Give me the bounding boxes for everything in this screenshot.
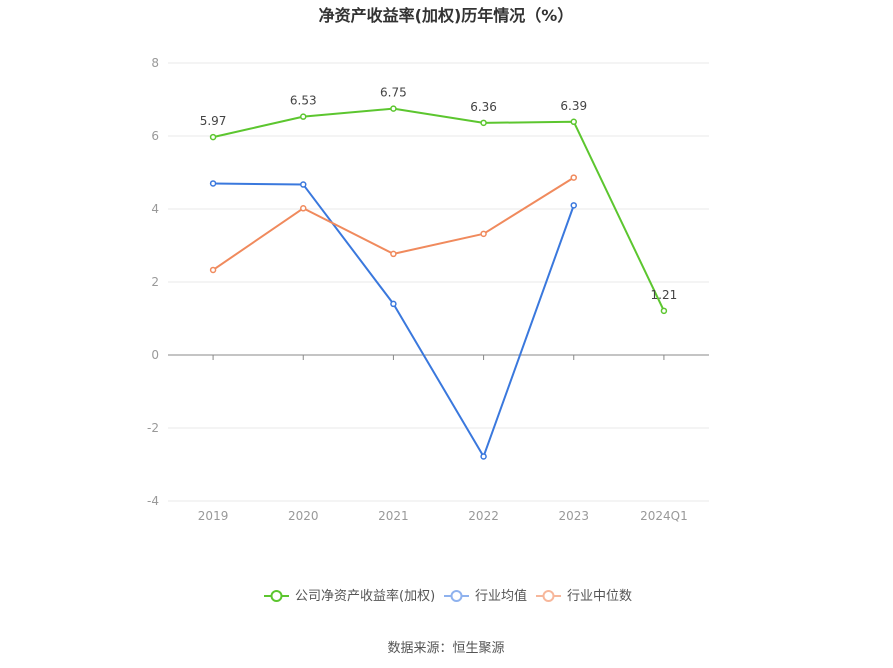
data-label: 1.21 [651,288,678,302]
legend[interactable]: 公司净资产收益率(加权) 行业均值 行业中位数 [264,588,632,604]
data-point[interactable] [570,202,577,209]
data-point[interactable] [480,230,487,238]
data-point[interactable] [300,181,307,188]
data-label: 5.97 [200,114,227,128]
y-tick-label: 6 [151,129,159,143]
y-tick-label: 8 [151,56,159,70]
source-note: 数据来源：恒生聚源 [387,641,504,656]
series-1: 5.97 6.53 6.75 6.36 6.39 1.21 [200,86,678,315]
series-line [213,182,575,458]
data-point[interactable] [570,174,577,181]
data-label: 6.75 [380,86,407,100]
data-point[interactable] [209,180,217,187]
x-tick-label: 2023 [558,509,589,523]
legend-item-2[interactable]: 行业均值 [444,588,527,604]
y-tick-label: -2 [147,421,159,435]
data-point[interactable] [480,119,487,127]
legend-label: 行业中位数 [567,589,632,604]
legend-label: 公司净资产收益率(加权) [295,588,435,604]
y-tick-label: 2 [151,275,159,289]
x-axis [168,354,709,360]
data-point[interactable] [390,250,397,258]
legend-swatch-marker [450,590,463,602]
series-3 [209,174,577,274]
data-point[interactable] [390,300,397,308]
series-layer: 5.97 6.53 6.75 6.36 6.39 1.21 [200,86,678,460]
y-tick-label: 0 [151,348,159,362]
series-line [212,107,665,312]
data-point[interactable] [480,453,487,460]
data-label: 6.39 [560,99,587,113]
x-tick-label: 2024Q1 [640,509,688,523]
y-tick-label: -4 [147,494,159,508]
data-point[interactable] [300,205,307,212]
x-tick-label: 2019 [198,509,229,523]
legend-item-3[interactable]: 行业中位数 [536,589,632,604]
data-point[interactable] [390,105,397,112]
data-point[interactable] [570,118,577,126]
legend-swatch-marker [270,590,283,602]
data-point[interactable] [300,113,307,120]
y-tick-label: 4 [151,202,159,216]
data-point[interactable] [209,133,217,141]
legend-swatch-marker [542,590,555,602]
x-tick-label: 2020 [288,509,319,523]
legend-label: 行业均值 [475,588,527,604]
grid [168,62,709,502]
data-point[interactable] [660,307,668,315]
legend-item-1[interactable]: 公司净资产收益率(加权) [264,588,435,604]
series-2 [209,180,577,460]
x-tick-labels: 2019 2020 2021 2022 2023 2024Q1 [198,509,688,523]
x-tick-label: 2022 [468,509,499,523]
data-label: 6.36 [470,100,497,114]
data-label: 6.53 [290,94,317,108]
chart-title: 净资产收益率(加权)历年情况（%） [319,6,574,25]
x-tick-label: 2021 [378,509,409,523]
y-axis: 8 6 4 2 0 -2 -4 [147,56,159,508]
data-point[interactable] [209,266,217,274]
